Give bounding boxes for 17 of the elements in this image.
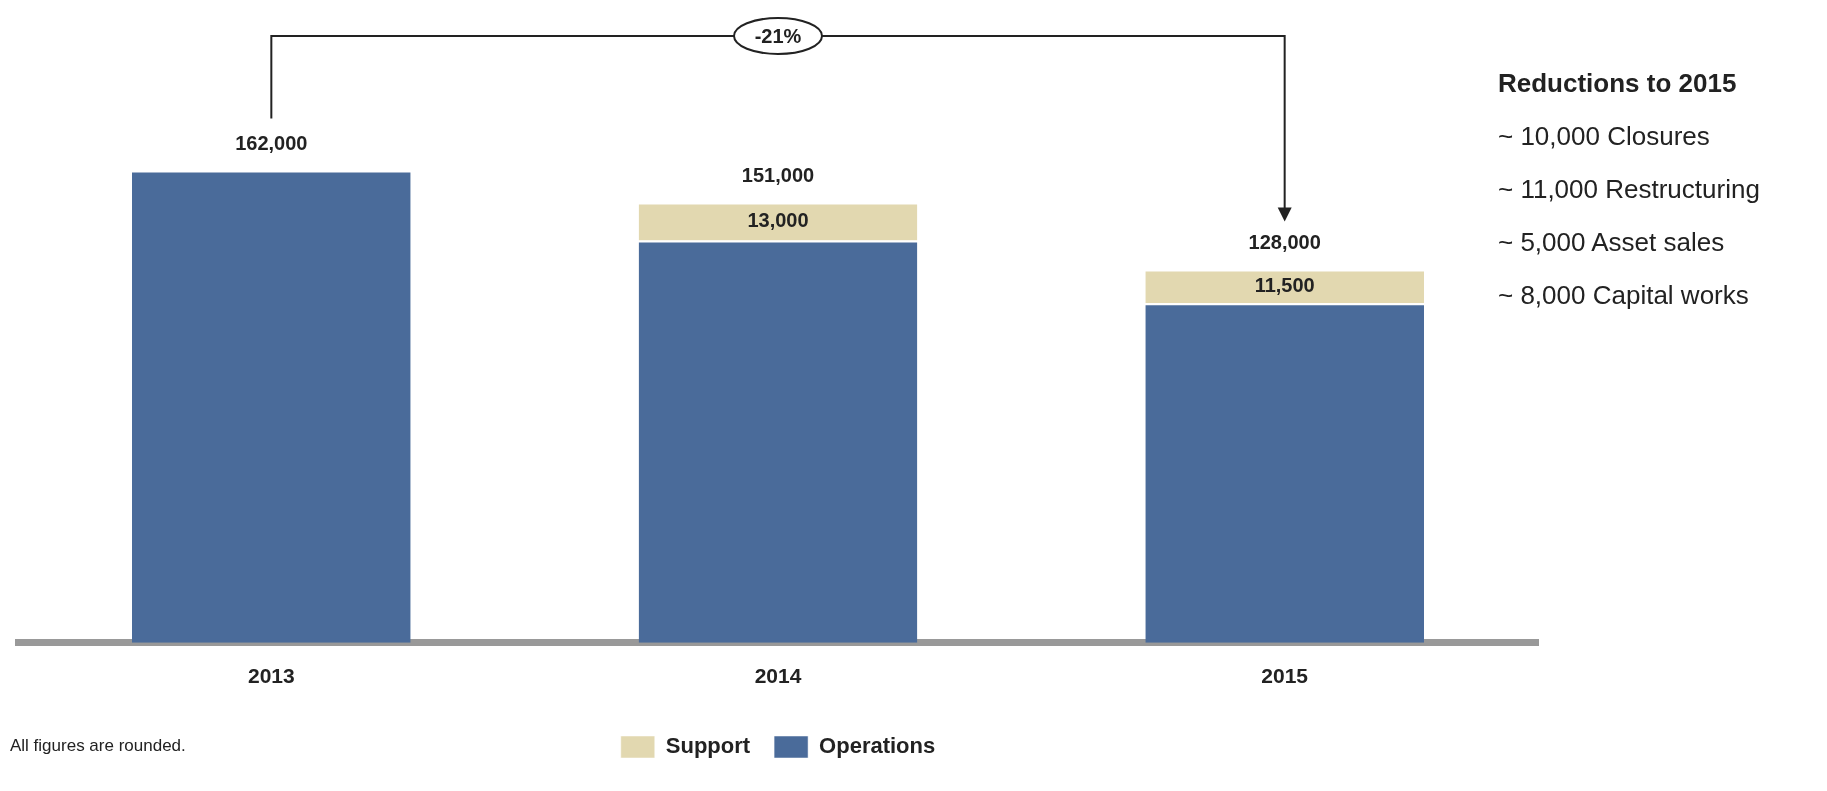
total-label: 162,000 xyxy=(235,132,308,154)
x-tick-label: 2014 xyxy=(754,664,802,688)
text: ~ 10,000 Closures xyxy=(1498,121,1711,152)
text: -21% xyxy=(754,25,802,47)
text: Reductions to 2015 xyxy=(1498,68,1738,99)
legend-label: Support xyxy=(665,733,751,759)
legend-label: Operations xyxy=(819,733,936,759)
annotation: ~ 8,000 Capital works xyxy=(1498,280,1750,311)
total-label: 151,000 xyxy=(741,164,815,187)
annotation: ~ 5,000 Asset sales xyxy=(1498,227,1726,258)
data-label: 11,500 xyxy=(1254,273,1315,296)
total-label: 128,000 xyxy=(1248,231,1321,254)
annotation: ~ 11,000 Restructuring xyxy=(1498,174,1760,205)
x-tick-label: 2013 xyxy=(247,664,295,688)
data-label: 13,000 xyxy=(747,209,809,232)
x-tick-label: 2015 xyxy=(1261,664,1309,688)
text: All figures are rounded. xyxy=(10,736,186,756)
